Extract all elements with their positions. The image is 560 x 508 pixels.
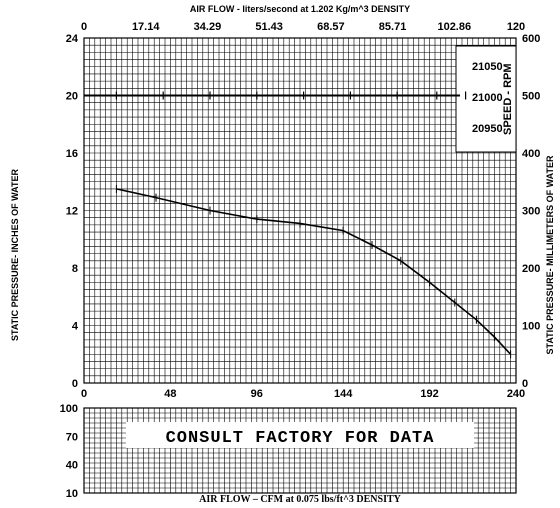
y2-tick-label: 600 [522, 33, 540, 45]
y-tick-label: 16 [66, 148, 78, 160]
upper-chart-grid [83, 37, 517, 384]
lower-chart-grid [83, 407, 517, 494]
x2-tick-label: 17.14 [132, 21, 160, 33]
x2-tick-label: 51.43 [255, 21, 283, 33]
x2-tick-label: 34.29 [194, 21, 222, 33]
x2-tick-label: 120 [507, 21, 525, 33]
lower-y-tick-label: 70 [66, 431, 78, 443]
y2-tick-label: 0 [522, 378, 528, 390]
rpm-value-high: 21050 [472, 61, 503, 73]
consult-factory-note: CONSULT FACTORY FOR DATA [166, 429, 435, 448]
x2-tick-label: 85.71 [379, 21, 407, 33]
rpm-legend-box: 21050 21000 20950 SPEED - RPM [455, 45, 517, 153]
lower-y-tick-label: 10 [66, 488, 78, 500]
y-tick-label: 20 [66, 91, 78, 103]
y2-tick-label: 200 [522, 263, 540, 275]
rpm-axis-label: SPEED - RPM [502, 63, 514, 135]
right-axis-title: STATIC PRESSURE- MILLIMETERS OF WATER [545, 155, 555, 354]
y-tick-label: 4 [72, 321, 79, 333]
x-tick-label: 48 [164, 388, 176, 400]
x-tick-label: 0 [81, 388, 87, 400]
lower-y-tick-label: 100 [60, 403, 78, 415]
x2-tick-label: 102.86 [437, 21, 471, 33]
y2-tick-label: 100 [522, 321, 540, 333]
y-tick-label: 8 [72, 263, 78, 275]
y2-tick-label: 300 [522, 206, 540, 218]
x-tick-label: 96 [251, 388, 263, 400]
rpm-value-low: 20950 [472, 123, 503, 135]
x2-tick-label: 68.57 [317, 21, 345, 33]
y2-tick-label: 500 [522, 91, 540, 103]
x-tick-label: 144 [334, 388, 353, 400]
bottom-axis-title: AIR FLOW – CFM at 0.075 lbs/ft^3 DENSITY [199, 494, 402, 505]
lower-y-tick-label: 40 [66, 460, 78, 472]
performance-curve [115, 184, 512, 359]
rpm-value-mid: 21000 [472, 92, 503, 104]
y2-tick-label: 400 [522, 148, 540, 160]
y-tick-label: 0 [72, 378, 78, 390]
left-axis-title: STATIC PRESSURE- INCHES OF WATER [10, 169, 20, 342]
y-tick-label: 24 [66, 33, 79, 45]
x2-tick-label: 0 [81, 21, 87, 33]
rpm-reference-line [84, 91, 467, 100]
x-tick-label: 192 [420, 388, 438, 400]
y-tick-label: 12 [66, 206, 78, 218]
top-axis-title: AIR FLOW - liters/second at 1.202 Kg/m^3… [190, 4, 410, 14]
x-tick-label: 240 [507, 388, 525, 400]
